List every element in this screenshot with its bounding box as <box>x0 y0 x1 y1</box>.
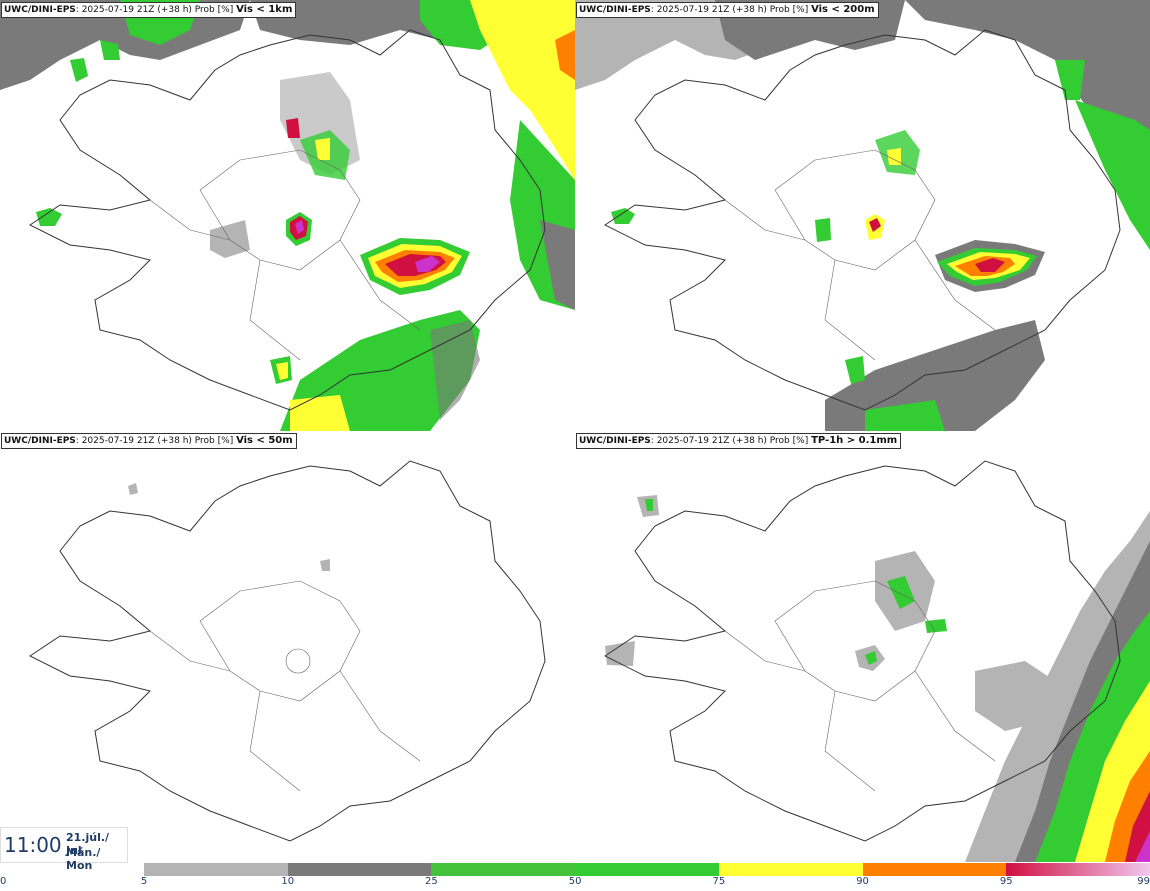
model-name: UWC/DINI-EPS <box>579 5 651 15</box>
iceland-coastline-icon <box>29 460 546 842</box>
panel-title: UWC/DINI-EPS: 2025-07-19 21Z (+38 h) Pro… <box>1 2 297 18</box>
colorbar-tick-label: 75 <box>712 876 726 887</box>
colorbar-tick-label: 10 <box>281 876 295 887</box>
map-panel-vis-50m: UWC/DINI-EPS: 2025-07-19 21Z (+38 h) Pro… <box>0 431 575 862</box>
iceland-coastline-icon <box>604 29 1121 411</box>
colorbar-ticks: 0 5 10 25 50 75 90 95 99 <box>0 876 1150 891</box>
panel-title: UWC/DINI-EPS: 2025-07-19 21Z (+38 h) Pro… <box>576 2 879 18</box>
colorbar-segment <box>862 863 1007 876</box>
colorbar-tick-label: 25 <box>425 876 438 887</box>
colorbar-tick-label: 99 <box>1137 876 1150 887</box>
run-info: : 2025-07-19 21Z (+38 h) Prob [%] <box>75 5 237 15</box>
colorbar-tick-label: 90 <box>856 876 869 887</box>
valid-time-box: 11:00 21.júl./ Jul Mán./ Mon <box>0 827 128 872</box>
colorbar-segment <box>718 863 863 876</box>
iceland-coastline-icon <box>29 29 546 411</box>
variable-name: TP-1h > 0.1mm <box>811 435 898 446</box>
valid-time: 11:00 <box>4 833 62 857</box>
variable-name: Vis < 200m <box>811 4 875 15</box>
map-panel-vis-1km: UWC/DINI-EPS: 2025-07-19 21Z (+38 h) Pro… <box>0 0 575 431</box>
valid-day: Mán./ Mon <box>66 846 101 872</box>
colorbar-segment <box>287 863 432 876</box>
map-panel-vis-200m: UWC/DINI-EPS: 2025-07-19 21Z (+38 h) Pro… <box>575 0 1150 431</box>
colorbar-segment <box>431 863 576 876</box>
colorbar-tick-label: 5 <box>140 876 148 887</box>
model-name: UWC/DINI-EPS <box>579 436 651 446</box>
panel-title: UWC/DINI-EPS: 2025-07-19 21Z (+38 h) Pro… <box>1 433 297 449</box>
probability-map <box>29 460 546 842</box>
model-name: UWC/DINI-EPS <box>4 436 76 446</box>
colorbar-segment <box>1006 863 1150 876</box>
probability-map <box>0 0 575 431</box>
variable-name: Vis < 1km <box>236 4 293 15</box>
colorbar-tick-label: 0 <box>0 876 7 887</box>
iceland-coastline-icon <box>604 460 1121 842</box>
run-info: : 2025-07-19 21Z (+38 h) Prob [%] <box>650 5 812 15</box>
map-panel-precip: UWC/DINI-EPS: 2025-07-19 21Z (+38 h) Pro… <box>575 431 1150 862</box>
valid-date: 21.júl./ Jul <box>66 831 110 857</box>
variable-name: Vis < 50m <box>236 435 293 446</box>
run-info: : 2025-07-19 21Z (+38 h) Prob [%] <box>650 436 812 446</box>
colorbar-segment <box>575 863 719 876</box>
colorbar-tick-label: 50 <box>568 876 582 887</box>
run-info: : 2025-07-19 21Z (+38 h) Prob [%] <box>75 436 237 446</box>
probability-map <box>575 0 1150 431</box>
panel-title: UWC/DINI-EPS: 2025-07-19 21Z (+38 h) Pro… <box>576 433 902 449</box>
model-name: UWC/DINI-EPS <box>4 5 76 15</box>
probability-map <box>604 460 1150 862</box>
colorbar-segment <box>144 863 288 876</box>
colorbar-tick-label: 95 <box>999 876 1013 887</box>
colorbar <box>144 863 1150 876</box>
